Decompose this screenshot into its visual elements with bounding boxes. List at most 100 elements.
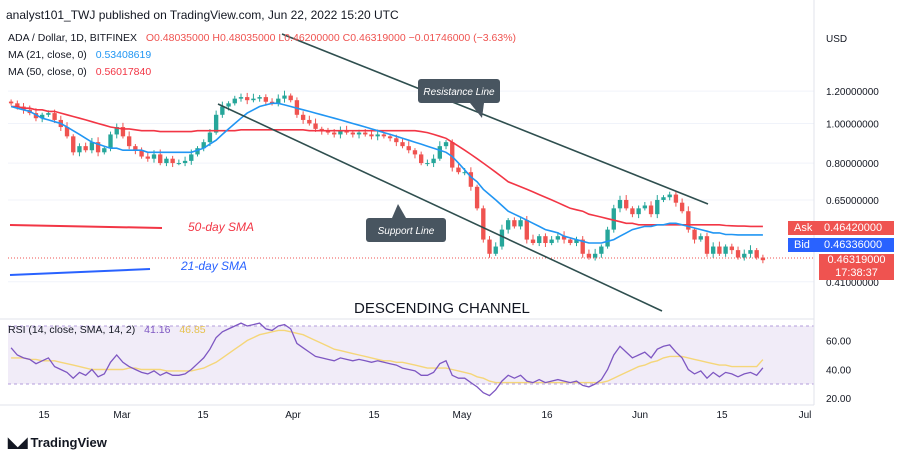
candle[interactable]	[760, 254, 766, 264]
candle[interactable]	[642, 201, 648, 211]
candle[interactable]	[139, 147, 144, 159]
candle[interactable]	[512, 217, 517, 229]
candle[interactable]	[704, 232, 710, 257]
candle[interactable]	[288, 93, 293, 103]
candle[interactable]	[220, 101, 225, 118]
candle[interactable]	[711, 242, 716, 258]
resistance-line-callout[interactable]: Resistance Line	[418, 79, 500, 118]
candle[interactable]	[568, 237, 573, 246]
candle[interactable]	[735, 246, 741, 260]
candle[interactable]	[537, 234, 542, 247]
candle[interactable]	[742, 249, 747, 261]
candle[interactable]	[468, 167, 474, 191]
candle[interactable]	[599, 244, 604, 258]
candle[interactable]	[636, 205, 641, 219]
candle[interactable]	[64, 122, 70, 139]
candle[interactable]	[617, 195, 623, 213]
candle[interactable]	[338, 126, 343, 139]
candle[interactable]	[611, 204, 616, 233]
symbol-legend[interactable]: ADA / Dollar, 1D, BITFINEX O0.48035000 H…	[8, 32, 516, 44]
candle[interactable]	[201, 139, 206, 152]
candle[interactable]	[238, 93, 244, 102]
candle[interactable]	[605, 226, 610, 249]
candle[interactable]	[592, 248, 598, 261]
candle[interactable]	[307, 115, 312, 126]
candle[interactable]	[170, 155, 175, 168]
candle[interactable]	[530, 234, 536, 246]
sma21-annotation-line[interactable]	[9, 268, 151, 276]
candle[interactable]	[282, 90, 287, 103]
candle[interactable]	[580, 236, 585, 258]
candle[interactable]	[549, 236, 554, 246]
candle[interactable]	[561, 231, 567, 244]
candle[interactable]	[164, 156, 169, 167]
tradingview-logo[interactable]: ◣◢ TradingView	[8, 434, 107, 451]
candle[interactable]	[126, 131, 132, 150]
candle[interactable]	[679, 198, 685, 214]
candle[interactable]	[667, 191, 672, 201]
candle[interactable]	[443, 140, 449, 150]
candle[interactable]	[120, 122, 126, 139]
candle[interactable]	[692, 227, 697, 244]
candle[interactable]	[450, 139, 455, 172]
candle[interactable]	[102, 146, 107, 155]
sma50-annotation-line[interactable]	[9, 224, 163, 229]
candle[interactable]	[456, 164, 461, 175]
candle[interactable]	[263, 94, 269, 106]
candle[interactable]	[313, 118, 318, 132]
candle[interactable]	[133, 144, 138, 155]
candle[interactable]	[8, 99, 14, 106]
candle[interactable]	[624, 195, 629, 211]
candle[interactable]	[686, 206, 691, 233]
candle[interactable]	[245, 92, 250, 105]
candle[interactable]	[661, 195, 666, 203]
candle[interactable]	[723, 244, 728, 257]
candle[interactable]	[276, 94, 281, 107]
candle[interactable]	[195, 146, 200, 157]
candle[interactable]	[543, 233, 548, 247]
support-trendline[interactable]	[217, 103, 663, 312]
candle[interactable]	[400, 137, 405, 149]
candle[interactable]	[89, 137, 95, 154]
candle[interactable]	[655, 195, 660, 219]
candle[interactable]	[145, 153, 150, 162]
candle[interactable]	[300, 111, 306, 124]
ma21-legend[interactable]: MA (21, close, 0) 0.53408619	[8, 49, 151, 61]
candle[interactable]	[406, 141, 411, 154]
rsi-legend[interactable]: RSI (14, close, SMA, 14, 2) 41.16 46.85	[8, 324, 206, 336]
candle[interactable]	[418, 151, 424, 166]
candle[interactable]	[232, 95, 237, 106]
candle[interactable]	[574, 236, 579, 247]
candle[interactable]	[505, 218, 511, 234]
candle[interactable]	[431, 154, 436, 168]
support-line-callout[interactable]: Support Line	[366, 204, 446, 242]
candle[interactable]	[586, 249, 592, 260]
candle[interactable]	[481, 205, 486, 243]
candle[interactable]	[257, 94, 262, 102]
candle[interactable]	[412, 148, 418, 159]
candle[interactable]	[487, 236, 492, 258]
candle[interactable]	[71, 134, 76, 156]
candle[interactable]	[77, 143, 82, 157]
candle[interactable]	[369, 130, 374, 140]
candle[interactable]	[698, 233, 703, 242]
candle[interactable]	[493, 242, 498, 256]
candle[interactable]	[717, 241, 722, 256]
candle[interactable]	[425, 159, 430, 167]
candle[interactable]	[729, 243, 735, 255]
candle[interactable]	[251, 93, 256, 103]
candle[interactable]	[83, 142, 88, 153]
candle[interactable]	[350, 130, 356, 138]
candle[interactable]	[754, 248, 759, 260]
candle[interactable]	[114, 123, 119, 139]
resistance-trendline[interactable]	[281, 33, 709, 205]
candle[interactable]	[748, 245, 753, 258]
candle[interactable]	[176, 159, 182, 166]
candle[interactable]	[630, 206, 635, 218]
candle[interactable]	[474, 184, 480, 211]
ma50-legend[interactable]: MA (50, close, 0) 0.56017840	[8, 66, 151, 78]
candle[interactable]	[648, 201, 654, 218]
candle[interactable]	[95, 137, 101, 157]
candle[interactable]	[673, 191, 679, 207]
